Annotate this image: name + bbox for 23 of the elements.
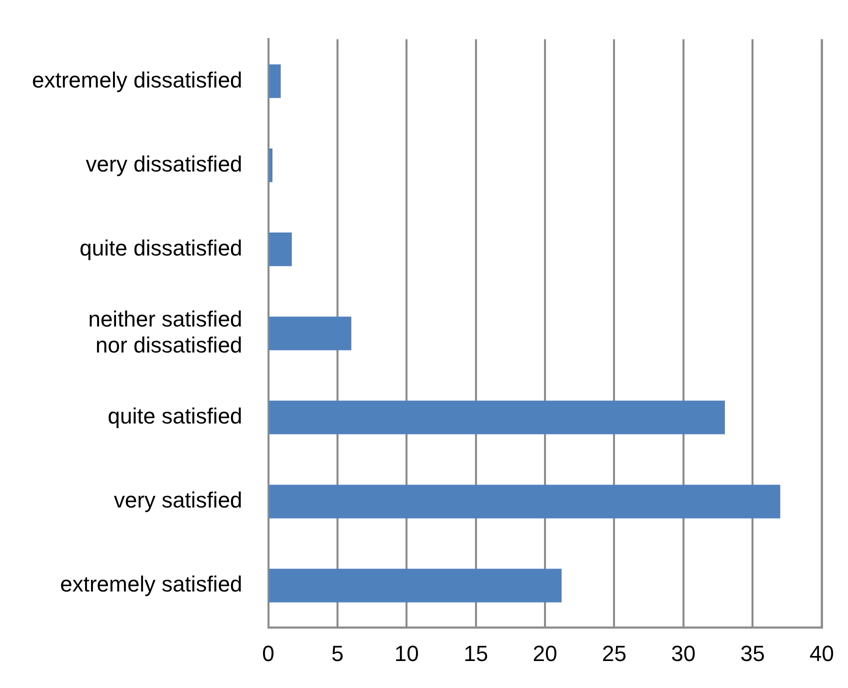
y-tick-label: quite dissatisfied xyxy=(80,235,242,260)
y-tick-label: very dissatisfied xyxy=(86,151,242,176)
bar xyxy=(269,232,292,266)
y-tick-label: extremely satisfied xyxy=(60,572,242,597)
y-tick-label: very satisfied xyxy=(114,488,242,513)
bar xyxy=(269,400,725,434)
x-tick-label: 40 xyxy=(810,640,834,666)
bar xyxy=(269,316,352,350)
bar xyxy=(269,484,780,518)
bar xyxy=(269,568,562,602)
y-tick-label: quite satisfied xyxy=(108,404,242,429)
x-tick-label: 25 xyxy=(602,640,626,666)
x-tick-label: 5 xyxy=(331,640,344,666)
x-tick-label: 15 xyxy=(464,640,488,666)
x-tick-label: 30 xyxy=(671,640,696,666)
x-tick-label: 10 xyxy=(394,640,419,666)
x-tick-label: 35 xyxy=(740,640,765,666)
bar xyxy=(269,148,272,182)
x-tick-label: 20 xyxy=(532,640,558,666)
y-tick-label: neither satisfied nor dissatisfied xyxy=(88,306,242,358)
y-tick-label: extremely dissatisfied xyxy=(32,67,242,92)
x-tick-label: 0 xyxy=(262,640,274,666)
bar xyxy=(269,64,281,98)
